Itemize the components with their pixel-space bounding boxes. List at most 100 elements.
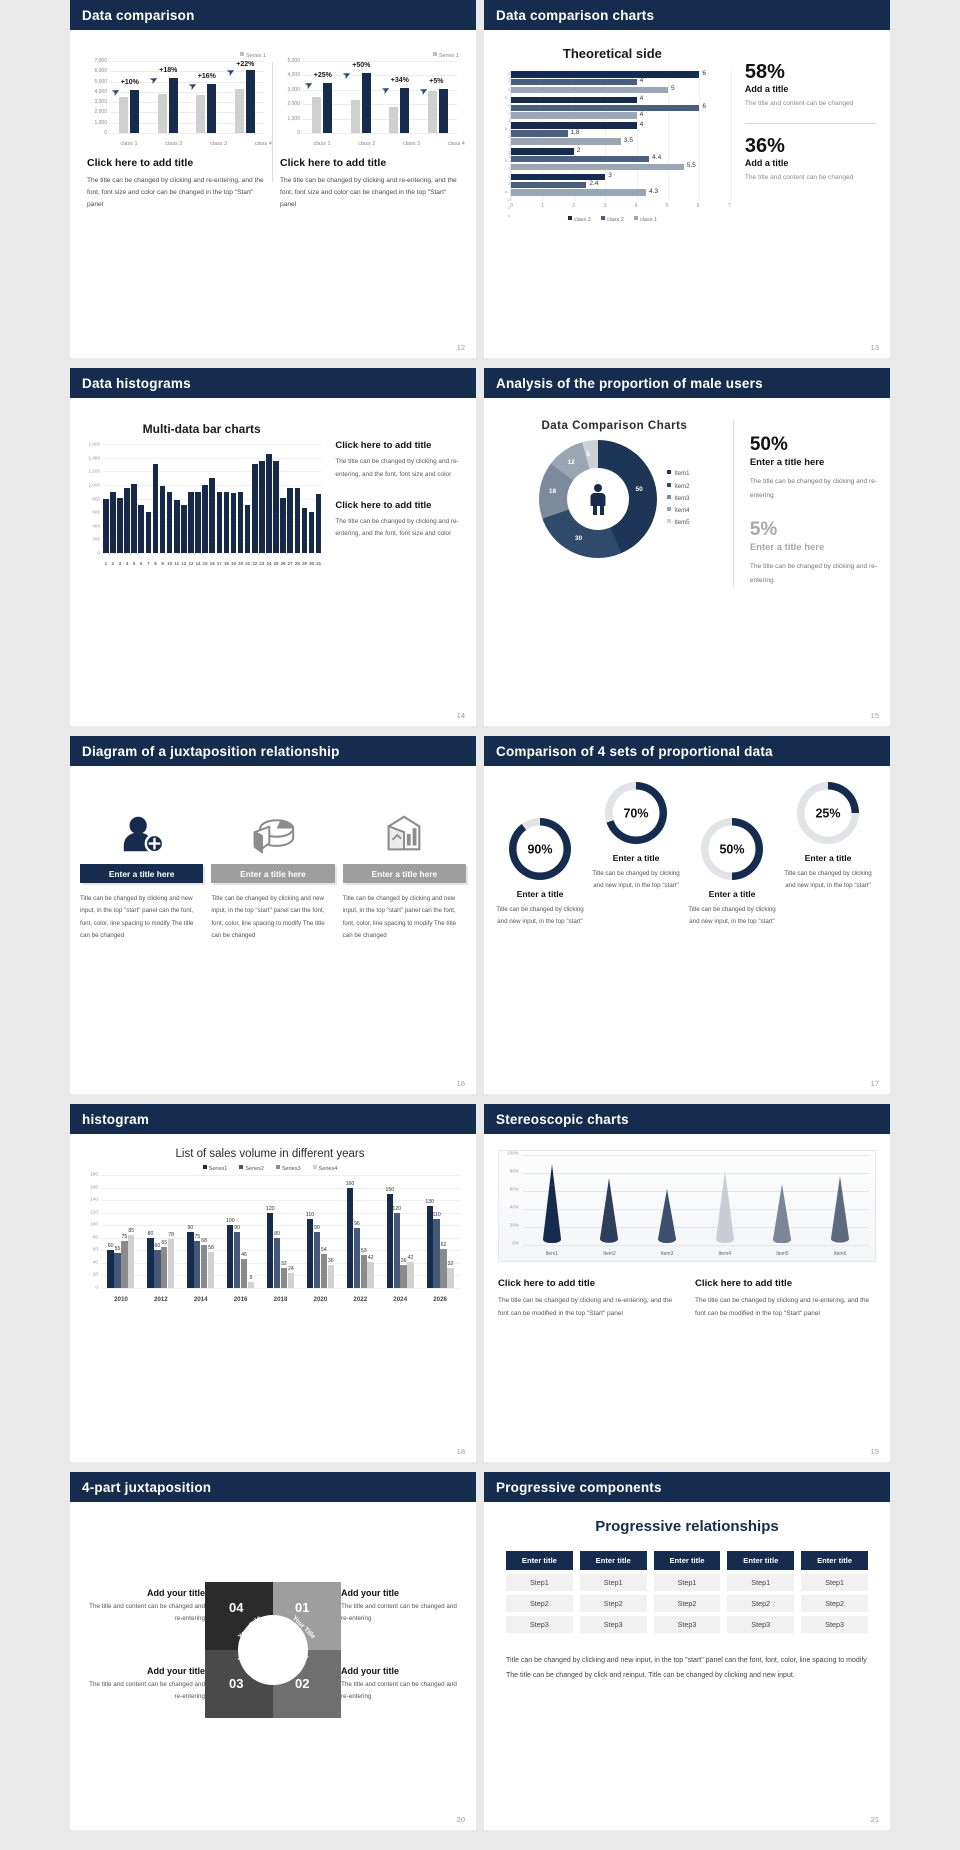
legend-item: Series4: [312, 1165, 337, 1172]
cell-title-bar[interactable]: Enter a title here: [80, 864, 204, 883]
bar: [181, 504, 187, 553]
bar-value: 75: [194, 1233, 201, 1240]
bar: 60: [107, 1243, 114, 1288]
step-cell[interactable]: Step1: [506, 1574, 573, 1591]
y-tick: 1,000: [88, 482, 101, 488]
ring-value: 50%: [708, 825, 756, 873]
step-cell[interactable]: Step1: [653, 1574, 721, 1591]
bar: [173, 499, 180, 553]
y-tick: 2: [508, 198, 510, 203]
bar: [195, 491, 201, 553]
slide-21-header: Progressive components: [484, 1472, 890, 1502]
stat-value: 50%: [749, 434, 788, 455]
step-cell[interactable]: Step2: [801, 1595, 868, 1612]
step-header[interactable]: Enter title: [653, 1551, 721, 1570]
y-tick: 20%: [509, 1222, 519, 1228]
text-block-1: Click here to add title The title can be…: [498, 1278, 679, 1320]
slide-15[interactable]: Analysis of the proportion of male users…: [484, 368, 890, 726]
slide-14[interactable]: Data histograms Multi-data bar charts 1,…: [70, 368, 476, 726]
step-cell[interactable]: Step2: [506, 1595, 573, 1612]
block-heading: Click here to add title: [335, 440, 432, 451]
step-cell[interactable]: Step3: [801, 1616, 868, 1633]
bar-group: 160 96 53 42: [340, 1175, 380, 1288]
step-header[interactable]: Enter title: [801, 1551, 868, 1570]
step-header[interactable]: Enter title: [506, 1551, 573, 1570]
slide-20[interactable]: 4-part juxtaposition Add your title The …: [70, 1472, 476, 1830]
slide-21[interactable]: Progressive components Progressive relat…: [484, 1472, 890, 1830]
gridline: [103, 457, 322, 459]
x-axis: 1 2 3 4 5 6 7 8 9 10 11 12 13 14 15 16 17 18 19 20 21 22 23 24 2…: [103, 561, 321, 566]
y-tick: 8...: [505, 127, 510, 132]
cell-title-bar[interactable]: Enter a title here: [342, 864, 466, 883]
step-header[interactable]: Enter title: [727, 1551, 795, 1570]
step-cell[interactable]: Step2: [653, 1595, 721, 1612]
step-cell[interactable]: Step3: [727, 1616, 795, 1633]
cell-1[interactable]: Enter a title here Title can be changed …: [80, 804, 204, 943]
gridline: [110, 61, 264, 62]
step-cell[interactable]: Step3: [579, 1616, 647, 1633]
ring-desc: Title can be changed by clicking and new…: [784, 870, 872, 890]
wheel-hole: [238, 1615, 308, 1685]
bar: [511, 71, 700, 78]
divider: [744, 122, 876, 124]
hbar-section: Theoretical side 6 4 5 4 6 4 4 1.8 3.5 2 4.4 5.5 3 2.…: [494, 40, 732, 223]
slide-19[interactable]: Stereoscopic charts 100% 80% 60% 40% 20% 0% It…: [484, 1104, 890, 1462]
bar: 160: [346, 1181, 354, 1288]
step-header[interactable]: Enter title: [579, 1551, 647, 1570]
y-tick: 5,000: [287, 58, 300, 64]
text-block-2: Click here to add title The title can be…: [695, 1278, 876, 1320]
step-cell[interactable]: Step1: [727, 1574, 795, 1591]
slide-13[interactable]: Data comparison charts Theoretical side …: [484, 0, 890, 358]
block-desc: The title and content can be changed and…: [341, 1681, 457, 1701]
bar-group: [187, 61, 226, 133]
slide-12[interactable]: Data comparison Series 1 7,000 6,000 5,000…: [70, 0, 476, 358]
step-cell[interactable]: Step3: [506, 1616, 573, 1633]
bar: [511, 155, 650, 163]
slide-17[interactable]: Comparison of 4 sets of proportional dat…: [484, 736, 890, 1094]
step-cell[interactable]: Step2: [579, 1595, 647, 1612]
y-tick: 180: [89, 1172, 98, 1178]
cell-title-bar[interactable]: Enter a title here: [211, 864, 335, 883]
bar-series-1: [350, 99, 360, 133]
cell-2[interactable]: Enter a title here Title can be changed …: [211, 804, 335, 943]
slide-18[interactable]: histogram List of sales volume in differ…: [70, 1104, 476, 1462]
bar: [287, 487, 294, 553]
y-tick: 2,000: [287, 101, 300, 108]
bar-series-2: [438, 89, 448, 133]
chart-title: Multi-data bar charts: [142, 422, 261, 436]
gridline: [303, 89, 457, 91]
cone: [598, 1178, 620, 1243]
pie-3d-icon: [211, 804, 334, 864]
bar: 60: [154, 1243, 161, 1288]
slide-16[interactable]: Diagram of a juxtaposition relationship …: [70, 736, 476, 1094]
cone: [771, 1183, 793, 1243]
legend-item: Item5: [667, 517, 689, 529]
gridline: [110, 122, 264, 124]
bar-row: 4: [511, 95, 731, 104]
x-tick: 4: [125, 561, 129, 566]
stat-label: Add a title: [744, 84, 789, 94]
bar-value: 150: [385, 1186, 395, 1193]
bar-row: 2: [511, 147, 731, 155]
bar-value: 60: [154, 1243, 161, 1250]
stat-desc: The title and content can be changed: [744, 100, 854, 107]
bar-value: 58: [208, 1244, 214, 1251]
gridline: [101, 1275, 460, 1277]
block-title: Add your title: [147, 1588, 205, 1598]
step-cell[interactable]: Step2: [727, 1595, 795, 1612]
step-cell[interactable]: Step1: [579, 1574, 647, 1591]
step-cell[interactable]: Step3: [653, 1616, 721, 1633]
step-cell[interactable]: Step1: [801, 1574, 868, 1591]
wheel-diagram: Add your title The title and content can…: [70, 1502, 476, 1830]
block-title: Add your title: [341, 1588, 399, 1598]
donut-section: Data Comparison Charts 50 30 18 12 5 Item1 It…: [496, 420, 733, 587]
person-icon: [590, 484, 607, 515]
gridline: [101, 1288, 460, 1289]
text-block-br: Add your title The title and content can…: [341, 1666, 466, 1704]
gridline: [303, 118, 457, 120]
cell-3[interactable]: Enter a title here Title can be changed …: [342, 804, 466, 943]
bar: [117, 497, 123, 553]
bar-value: 9: [249, 1275, 253, 1282]
cell-title: Enter a title here: [371, 868, 438, 879]
slide-14-title: Data histograms: [82, 375, 191, 391]
